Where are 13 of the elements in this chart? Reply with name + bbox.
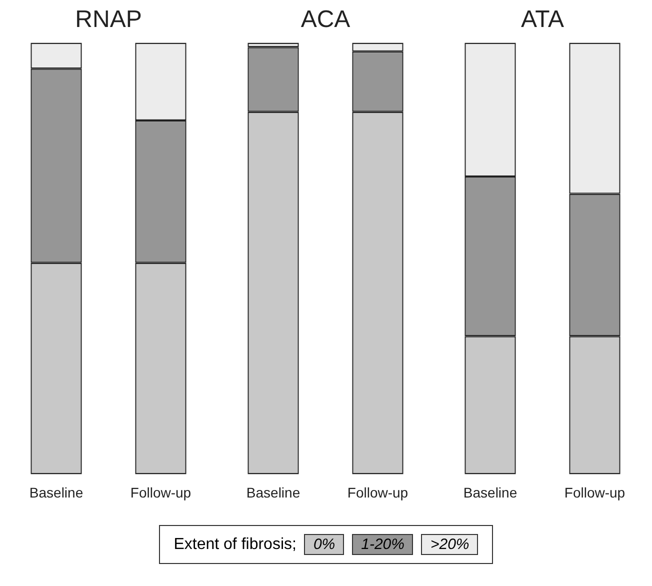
legend-title: Extent of fibrosis; (174, 536, 296, 554)
text: 0% (304, 534, 344, 555)
x-tick-label: Follow-up (130, 484, 192, 500)
text: 1-20% (352, 534, 414, 555)
text: >20% (421, 534, 478, 555)
x-tick-label: Baseline (246, 484, 300, 500)
chart-title: ACA (300, 6, 350, 34)
x-tick-label: Follow-up (347, 484, 408, 500)
x-tick-label: Baseline (29, 484, 84, 500)
x-tick-label: Follow-up (564, 484, 626, 500)
x-tick-label: Baseline (463, 484, 518, 500)
chart-title: RNAP (75, 6, 142, 34)
chart-title: ATA (520, 6, 564, 34)
